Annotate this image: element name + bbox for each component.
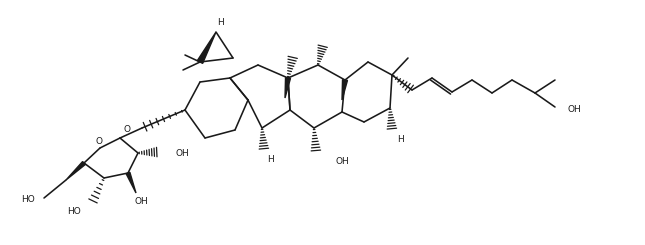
Text: OH: OH <box>134 197 148 207</box>
Polygon shape <box>285 78 290 98</box>
Text: O: O <box>95 136 103 146</box>
Text: H: H <box>217 19 223 27</box>
Polygon shape <box>342 80 348 100</box>
Polygon shape <box>66 161 85 180</box>
Text: HO: HO <box>67 208 81 217</box>
Text: OH: OH <box>336 158 350 167</box>
Text: HO: HO <box>21 196 35 205</box>
Text: OH: OH <box>176 148 190 158</box>
Polygon shape <box>126 172 136 193</box>
Text: H: H <box>397 135 403 145</box>
Text: O: O <box>123 124 130 134</box>
Text: OH: OH <box>567 106 580 114</box>
Polygon shape <box>197 32 216 63</box>
Text: H: H <box>266 156 273 164</box>
